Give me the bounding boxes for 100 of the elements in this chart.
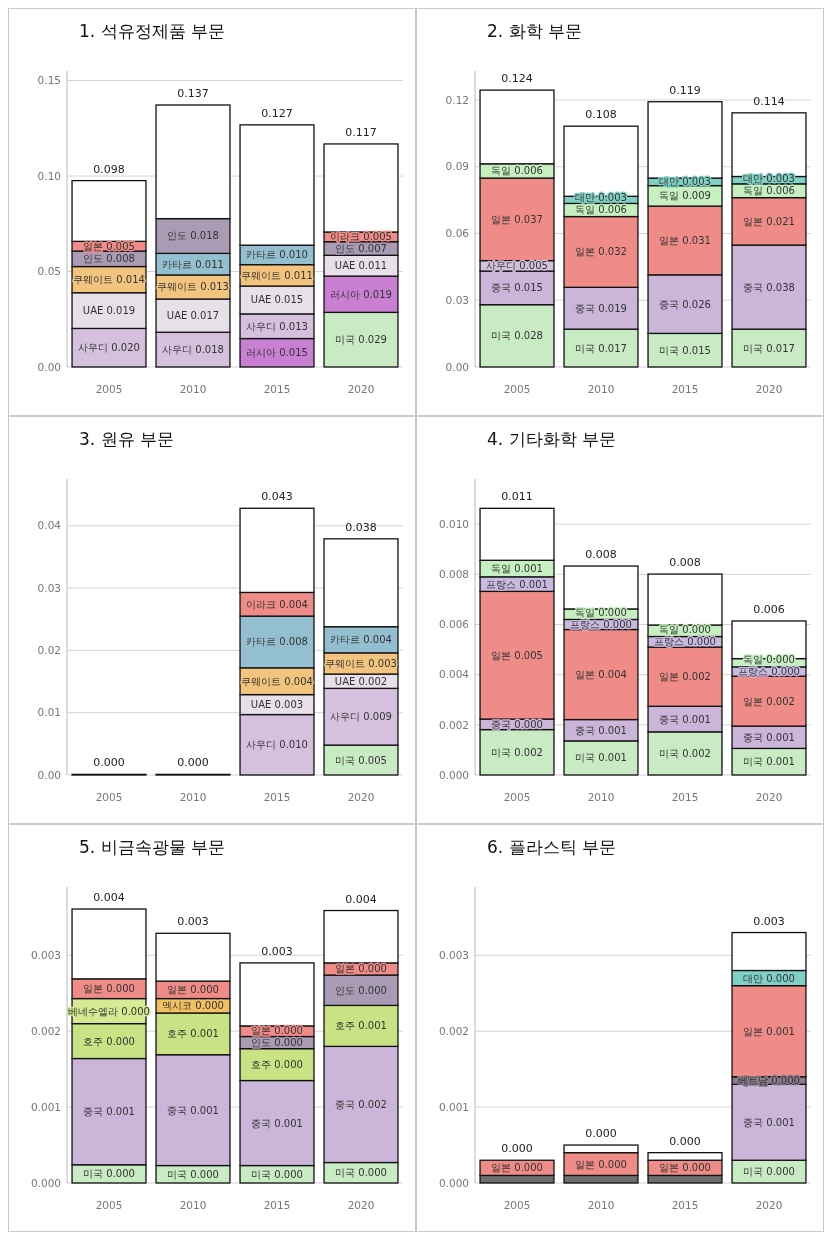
data-label: 일본 0.021 — [743, 215, 795, 227]
y-tick-label: 0.000 — [438, 768, 469, 781]
data-label: 일본 0.032 — [575, 246, 627, 258]
data-label: 미국 0.002 — [491, 746, 543, 758]
data-label: 중국 0.001 — [251, 1117, 303, 1129]
data-label: 중국 0.001 — [743, 731, 795, 743]
total-label: 0.003 — [753, 914, 785, 928]
data-label: 인도 0.007 — [335, 243, 387, 254]
data-label: 쿠웨이트 0.014 — [73, 274, 145, 286]
data-label: 독일 0.006 — [575, 204, 627, 216]
x-tick-label: 2015 — [671, 383, 699, 395]
total-label: 0.000 — [177, 756, 209, 770]
data-label: 프랑스 0.000 — [570, 618, 632, 630]
data-label: 쿠웨이트 0.004 — [241, 675, 313, 687]
chart-title: 4. 기타화학 부문 — [487, 429, 617, 449]
data-label: 멕시코 0.000 — [162, 1000, 224, 1012]
total-label: 0.038 — [345, 520, 377, 534]
data-label: 미국 0.000 — [743, 1166, 795, 1178]
data-label: 중국 0.000 — [491, 718, 543, 730]
data-label: 사우디 0.009 — [330, 711, 392, 723]
data-label: UAE 0.003 — [250, 699, 304, 711]
y-tick-label: 0.05 — [37, 265, 61, 278]
y-tick-label: 0.003 — [30, 948, 61, 961]
data-label: 일본 0.000 — [167, 984, 219, 996]
total-label: 0.003 — [177, 915, 209, 929]
data-label: 독일 0.006 — [491, 165, 543, 177]
data-label: 이라크 0.004 — [246, 598, 308, 610]
data-label: 독일 0.000 — [575, 606, 627, 618]
data-label: 인도 0.018 — [167, 230, 219, 242]
x-tick-label: 2015 — [263, 791, 291, 803]
chart-title: 3. 원유 부문 — [79, 429, 175, 449]
data-label: 사우디 0.010 — [246, 739, 308, 751]
data-label: 미국 0.001 — [575, 752, 627, 764]
data-label: 대만 0.000 — [743, 972, 795, 984]
y-tick-label: 0.001 — [438, 1100, 469, 1113]
data-label: 독일 0.001 — [491, 563, 543, 575]
data-label: 독일 0.000 — [659, 624, 711, 636]
data-label: 미국 0.017 — [575, 342, 627, 354]
chart-title: 5. 비금속광물 부문 — [79, 837, 226, 857]
total-label: 0.043 — [261, 490, 293, 504]
total-label: 0.006 — [753, 602, 785, 616]
total-label: 0.137 — [177, 86, 209, 100]
data-label: 미국 0.005 — [335, 754, 387, 766]
y-tick-label: 0.000 — [438, 1176, 469, 1189]
total-label: 0.004 — [93, 891, 125, 905]
data-label: 일본 0.004 — [575, 669, 627, 681]
data-label: 프랑스 0.000 — [654, 636, 716, 648]
x-tick-label: 2010 — [587, 791, 615, 803]
total-label: 0.108 — [585, 108, 617, 122]
y-tick-label: 0.00 — [445, 360, 469, 373]
y-tick-label: 0.002 — [30, 1024, 61, 1037]
total-label: 0.000 — [669, 1134, 701, 1148]
total-label: 0.098 — [93, 162, 125, 176]
data-label: 인도 0.008 — [83, 253, 135, 265]
data-label: 중국 0.001 — [83, 1106, 135, 1118]
y-tick-label: 0.006 — [438, 618, 470, 631]
data-label: UAE 0.019 — [82, 305, 136, 317]
data-label: 중국 0.001 — [743, 1116, 795, 1128]
data-label: 프랑스 0.001 — [486, 578, 548, 590]
data-label: 프랑스 0.000 — [738, 666, 800, 678]
y-tick-label: 0.001 — [30, 1100, 61, 1113]
data-label: 베트남 0.000 — [738, 1075, 800, 1087]
data-label: UAE 0.017 — [166, 310, 220, 322]
data-label: 중국 0.019 — [575, 302, 627, 314]
data-label: 미국 0.000 — [83, 1168, 135, 1180]
data-label: 미국 0.002 — [659, 747, 711, 759]
total-label: 0.117 — [345, 125, 377, 139]
total-label: 0.124 — [501, 72, 533, 86]
x-tick-label: 2015 — [263, 1199, 291, 1211]
x-tick-label: 2015 — [671, 1199, 699, 1211]
data-label: 중국 0.038 — [743, 281, 795, 293]
x-tick-label: 2010 — [587, 383, 615, 395]
chart-title: 2. 화학 부문 — [487, 21, 583, 41]
data-label: 러시아 0.015 — [246, 347, 308, 359]
total-label: 0.008 — [585, 548, 617, 562]
x-tick-label: 2005 — [95, 791, 123, 803]
y-tick-label: 0.003 — [438, 948, 469, 961]
y-tick-label: 0.00 — [37, 768, 61, 781]
data-label: 쿠웨이트 0.011 — [241, 269, 313, 281]
x-tick-label: 2010 — [587, 1199, 615, 1211]
y-tick-label: 0.10 — [37, 169, 61, 182]
data-label: 일본 0.000 — [335, 963, 387, 975]
x-tick-label: 2010 — [179, 791, 207, 803]
data-label: 쿠웨이트 0.003 — [325, 657, 397, 669]
x-tick-label: 2005 — [95, 383, 123, 395]
data-label: 일본 0.005 — [83, 240, 135, 252]
x-tick-label: 2020 — [755, 1199, 783, 1211]
total-label: 0.119 — [669, 83, 701, 97]
data-label: 일본 0.002 — [659, 671, 711, 683]
y-tick-label: 0.002 — [438, 718, 469, 731]
x-tick-label: 2020 — [347, 383, 375, 395]
total-label: 0.127 — [261, 106, 293, 120]
y-tick-label: 0.000 — [30, 1176, 61, 1189]
x-tick-label: 2020 — [755, 383, 783, 395]
data-label: 중국 0.002 — [335, 1098, 387, 1110]
data-label: 중국 0.001 — [659, 713, 711, 725]
x-tick-label: 2020 — [755, 791, 783, 803]
data-label: 러시아 0.019 — [330, 288, 392, 300]
chart-title: 6. 플라스틱 부문 — [487, 837, 617, 857]
data-label: 호주 0.001 — [335, 1020, 387, 1032]
